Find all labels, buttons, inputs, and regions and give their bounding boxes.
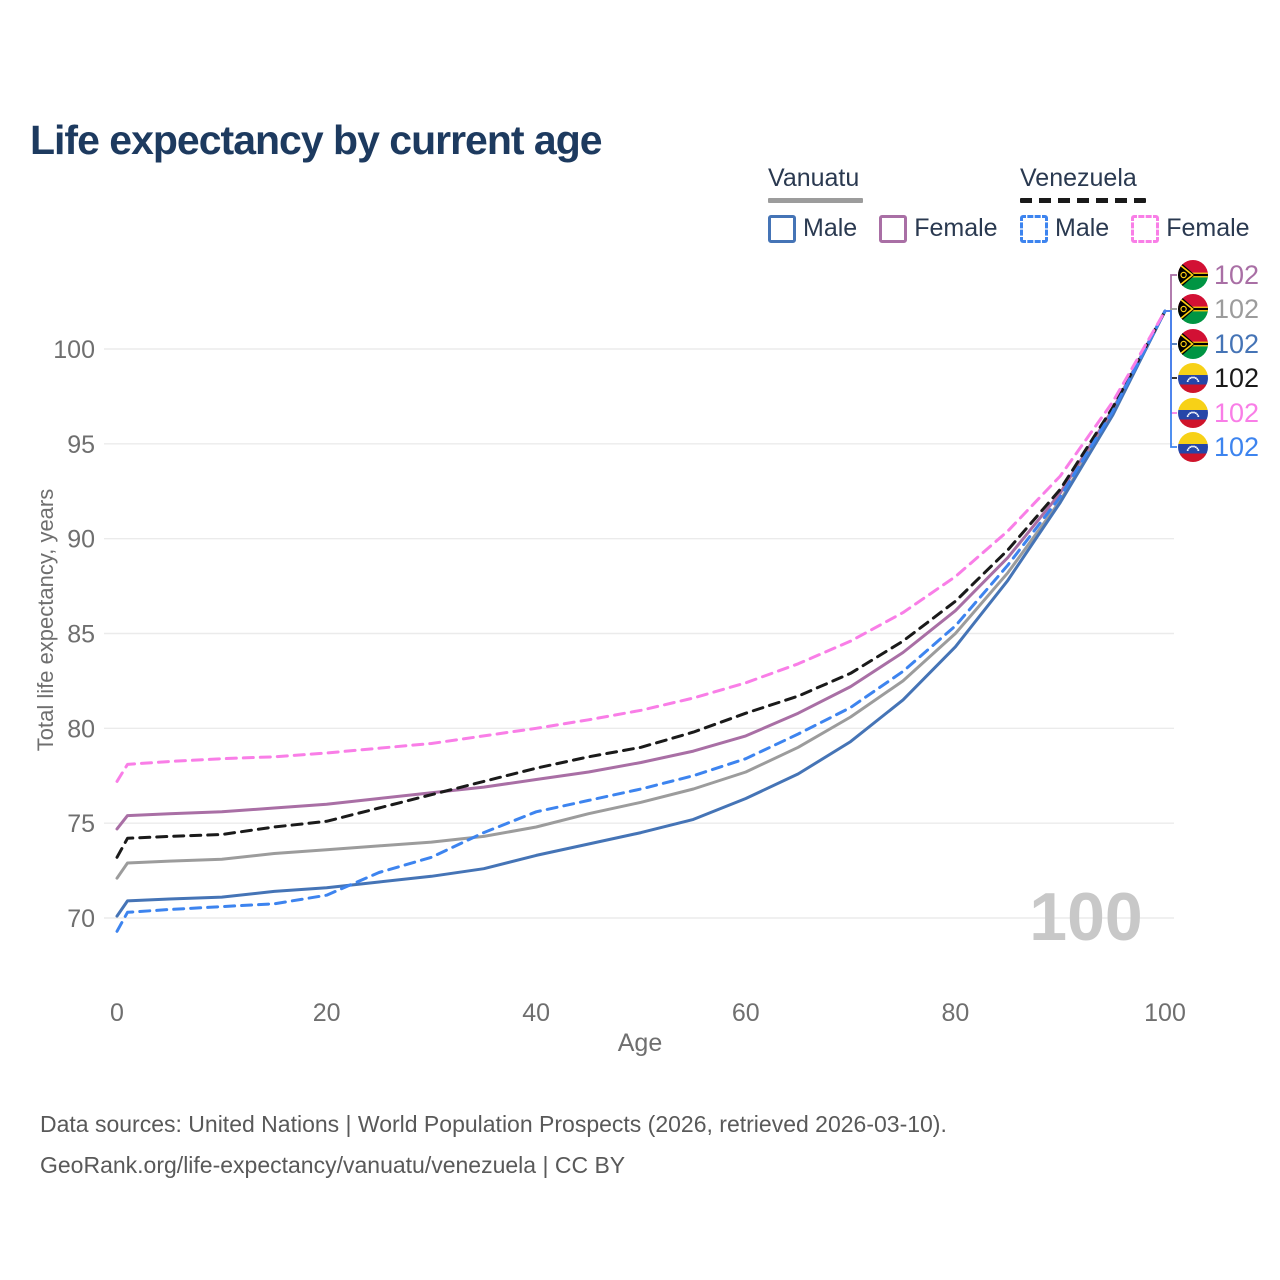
vanuatu-flag-icon	[1178, 260, 1208, 290]
legend-item-vanuatu-female[interactable]: Female	[879, 214, 998, 243]
y-tick-90: 90	[67, 526, 95, 554]
x-tick-60: 60	[732, 999, 760, 1027]
y-tick-70: 70	[67, 905, 95, 933]
endpoint-connector-venezuela-male	[1164, 310, 1177, 448]
venezuela-line-style-sample	[1020, 198, 1146, 203]
y-tick-80: 80	[67, 715, 95, 743]
x-tick-80: 80	[941, 999, 969, 1027]
endpoint-value: 102	[1214, 363, 1260, 393]
endpoint-value: 102	[1214, 294, 1260, 324]
watermark-label: 100	[1029, 879, 1142, 955]
endpoint-label-venezuela-total: 102	[1178, 363, 1259, 393]
endpoint-label-vanuatu-total: 102	[1178, 294, 1259, 324]
x-tick-100: 100	[1144, 999, 1186, 1027]
legend-country-vanuatu: Vanuatu	[768, 164, 860, 192]
legend-group-vanuatu: Vanuatu Male Female	[768, 164, 1020, 243]
venezuela-flag-icon	[1178, 432, 1208, 462]
endpoint-value: 102	[1214, 329, 1260, 359]
series-line-venezuela-female	[115, 309, 1167, 783]
endpoint-value: 102	[1214, 260, 1260, 290]
endpoint-value: 102	[1214, 398, 1260, 428]
venezuela-flag-icon	[1178, 398, 1208, 428]
endpoint-label-venezuela-male: 102	[1178, 432, 1259, 462]
legend-item-label: Male	[803, 214, 858, 242]
y-tick-85: 85	[67, 620, 95, 648]
venezuela-female-swatch-icon	[1131, 214, 1160, 243]
vanuatu-female-swatch-icon	[879, 214, 908, 243]
x-tick-0: 0	[110, 999, 124, 1027]
vanuatu-male-swatch-icon	[768, 214, 796, 243]
y-tick-100: 100	[53, 336, 95, 364]
endpoint-label-vanuatu-male: 102	[1178, 329, 1259, 359]
legend-country-venezuela: Venezuela	[1020, 164, 1137, 192]
legend-item-venezuela-male[interactable]: Male	[1020, 214, 1109, 243]
series-line-vanuatu-total	[115, 309, 1167, 880]
footer-attribution-link[interactable]: GeoRank.org/life-expectancy/vanuatu/vene…	[40, 1152, 626, 1178]
line-chart-plot: 70 75 80 85 90 95 100 100 0 20 40 60 80 100 Age	[53, 274, 1186, 1057]
venezuela-male-swatch-icon	[1020, 214, 1048, 243]
vanuatu-flag-icon	[1178, 294, 1208, 324]
footer: Data sources: United Nations | World Pop…	[40, 1104, 947, 1186]
vanuatu-flag-icon	[1178, 329, 1208, 359]
x-tick-20: 20	[313, 999, 341, 1027]
series-line-vanuatu-male	[115, 309, 1167, 918]
x-tick-40: 40	[522, 999, 550, 1027]
series-line-vanuatu-female	[115, 309, 1167, 831]
endpoint-label-vanuatu-female: 102	[1178, 260, 1259, 290]
series-line-venezuela-total	[115, 309, 1167, 859]
legend-item-label: Female	[914, 214, 998, 242]
y-tick-95: 95	[67, 431, 95, 459]
series-line-venezuela-male	[115, 309, 1167, 933]
endpoint-value: 102	[1214, 432, 1260, 462]
chart-title: Life expectancy by current age	[30, 117, 603, 164]
legend-item-label: Male	[1055, 214, 1110, 242]
y-tick-75: 75	[67, 810, 95, 838]
legend-group-venezuela: Venezuela Male Female	[1020, 164, 1272, 243]
legend-item-label: Female	[1166, 214, 1250, 242]
footer-data-sources: Data sources: United Nations | World Pop…	[40, 1111, 947, 1137]
endpoint-label-venezuela-female: 102	[1178, 398, 1259, 428]
legend-item-vanuatu-male[interactable]: Male	[768, 214, 857, 243]
vanuatu-line-style-sample	[768, 198, 863, 203]
legend-item-venezuela-female[interactable]: Female	[1131, 214, 1250, 243]
endpoint-connector-vanuatu-female	[1164, 274, 1177, 312]
x-axis-label: Age	[618, 1029, 662, 1057]
venezuela-flag-icon	[1178, 363, 1208, 393]
